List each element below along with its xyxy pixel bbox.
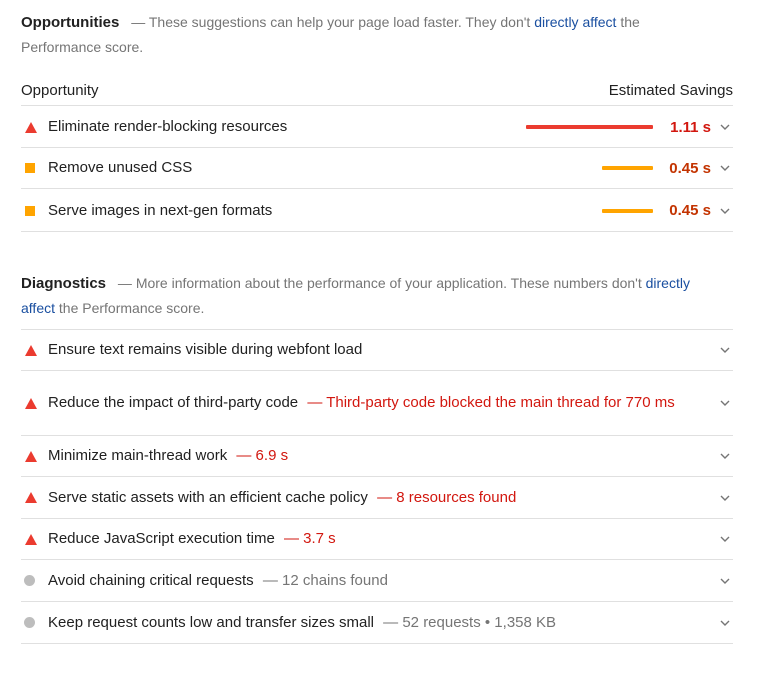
diagnostic-text: Reduce the impact of third-party code — … [41,391,719,415]
diagnostics-desc-link[interactable]: directly affect [21,275,690,316]
diagnostics-sep: — [117,275,132,291]
diagnostic-text: Minimize main-thread work — 6.9 s [41,444,719,468]
chevron-down-icon[interactable] [719,533,731,545]
diagnostic-row[interactable]: Keep request counts low and transfer siz… [21,602,733,644]
triangle-icon [21,533,41,545]
circle-icon [21,617,41,628]
chevron-down-icon[interactable] [719,121,731,133]
chevron-down-icon[interactable] [719,397,731,409]
chevron-down-icon[interactable] [719,205,731,217]
square-icon [21,205,41,216]
diagnostic-detail: — 12 chains found [262,571,388,589]
circle-icon [21,575,41,586]
diagnostic-detail: — 6.9 s [236,447,289,464]
opportunities-header: Opportunities — These suggestions can he… [21,10,671,60]
triangle-icon [21,450,41,462]
opportunity-column-header: Opportunity [21,82,99,99]
diagnostics-divider [21,329,733,330]
diagnostic-row[interactable]: Ensure text remains visible during webfo… [21,330,733,371]
diagnostic-text: Reduce JavaScript execution time — 3.7 s [41,527,719,551]
opportunity-label: Serve images in next-gen formats [48,201,273,219]
diagnostic-label: Ensure text remains visible during webfo… [48,341,363,358]
opportunities-desc-before: These suggestions can help your page loa… [148,14,535,30]
diagnostic-row[interactable]: Minimize main-thread work — 6.9 s [21,436,733,477]
diagnostic-row[interactable]: Reduce the impact of third-party code — … [21,371,733,436]
diagnostic-text: Ensure text remains visible during webfo… [41,338,719,362]
chevron-down-icon[interactable] [719,617,731,629]
savings-value: 0.45 s [669,202,711,219]
diagnostic-label: Avoid chaining critical requests [48,571,254,589]
opportunity-label: Remove unused CSS [48,159,193,176]
chevron-down-icon[interactable] [719,575,731,587]
diagnostic-label: Keep request counts low and transfer siz… [48,613,374,631]
triangle-icon [21,492,41,503]
opportunities-desc-link[interactable]: directly affect [534,14,617,30]
triangle-icon [21,344,41,356]
chevron-down-icon[interactable] [719,492,731,504]
square-icon [21,163,41,173]
savings-value: 0.45 s [669,159,711,177]
diagnostic-label: Reduce the impact of third-party code [48,394,299,411]
diagnostic-detail: — 8 resources found [377,488,517,506]
diagnostic-detail: — Third-party code blocked the main thre… [307,394,675,411]
diagnostic-label: Reduce JavaScript execution time [48,530,275,547]
savings-bar [602,208,653,213]
opportunities-desc-after: the Performance score. [21,14,640,55]
opportunities-title: Opportunities [21,14,120,31]
opportunity-row[interactable]: Eliminate render-blocking resources 1.11 … [21,107,733,148]
diagnostic-row[interactable]: Reduce JavaScript execution time — 3.7 s [21,519,733,560]
diagnostics-desc-before: More information about the performance o… [135,275,646,291]
diagnostic-label: Minimize main-thread work [48,447,228,464]
triangle-icon [21,397,41,409]
diagnostic-detail: — 52 requests • 1,358 KB [383,613,557,631]
diagnostic-row[interactable]: Avoid chaining critical requests — 12 ch… [21,560,733,602]
chevron-down-icon[interactable] [719,344,731,356]
diagnostic-row[interactable]: Serve static assets with an efficient ca… [21,477,733,519]
savings-value: 1.11 s [670,118,711,136]
opportunity-label: Eliminate render-blocking resources [48,118,288,135]
diagnostic-text: Keep request counts low and transfer siz… [41,611,719,635]
diagnostics-title: Diagnostics [21,275,107,292]
chevron-down-icon[interactable] [719,162,731,174]
opportunity-row[interactable]: Remove unused CSS 0.45 s [21,148,733,189]
diagnostic-text: Serve static assets with an efficient ca… [41,486,719,510]
diagnostics-desc-after: the Performance score. [55,300,205,316]
opportunity-row[interactable]: Serve images in next-gen formats 0.45 s [21,190,733,232]
savings-bar [602,166,653,170]
opportunities-table-header: Opportunity Estimated Savings [21,76,733,106]
triangle-icon [21,121,41,133]
diagnostic-text: Avoid chaining critical requests — 12 ch… [41,569,719,593]
diagnostic-label: Serve static assets with an efficient ca… [48,488,368,506]
savings-bar [526,125,653,129]
savings-column-header: Estimated Savings [608,82,733,99]
diagnostic-detail: — 3.7 s [283,530,336,547]
opportunities-sep: — [131,14,146,30]
chevron-down-icon[interactable] [719,450,731,462]
diagnostics-header: Diagnostics — More information about the… [21,271,721,321]
